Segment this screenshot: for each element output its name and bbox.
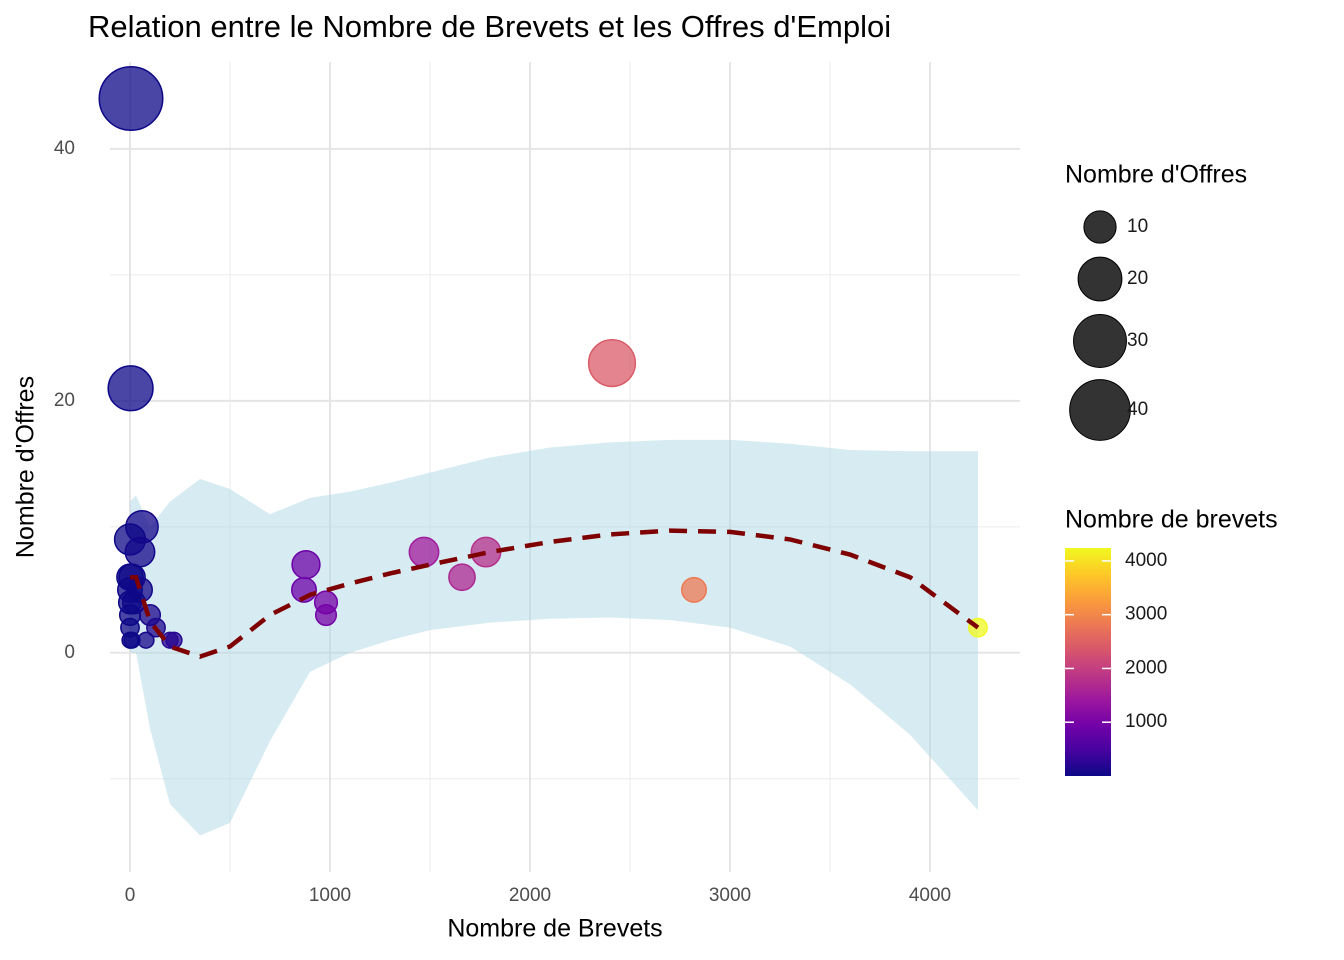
confidence-band bbox=[130, 439, 978, 836]
x-tick-label: 0 bbox=[125, 885, 136, 906]
size-legend-label: 30 bbox=[1127, 330, 1148, 351]
colorbar-label: 2000 bbox=[1125, 657, 1167, 678]
size-legend-label: 40 bbox=[1127, 399, 1148, 420]
x-tick-label: 3000 bbox=[709, 885, 751, 906]
size-legend-key bbox=[1069, 379, 1131, 441]
colorbar-label: 4000 bbox=[1125, 550, 1167, 571]
data-point bbox=[408, 536, 440, 568]
trend-line bbox=[130, 528, 980, 659]
size-legend-key bbox=[1083, 210, 1117, 244]
data-point bbox=[587, 338, 637, 388]
colorbar-label: 1000 bbox=[1125, 711, 1167, 732]
y-tick-label: 40 bbox=[54, 138, 75, 159]
data-point bbox=[107, 365, 154, 412]
size-legend-title: Nombre d'Offres bbox=[1065, 161, 1247, 189]
x-tick-label: 1000 bbox=[309, 885, 351, 906]
size-legend-label: 10 bbox=[1127, 216, 1148, 237]
data-point bbox=[123, 631, 141, 649]
y-tick-label: 0 bbox=[64, 642, 75, 663]
data-point bbox=[470, 536, 502, 568]
data-point bbox=[448, 563, 476, 592]
data-point bbox=[124, 536, 156, 568]
size-legend-key bbox=[1077, 256, 1123, 302]
size-legend-key bbox=[1073, 314, 1127, 368]
y-axis-label: Nombre d'Offres bbox=[12, 376, 40, 558]
chart-title: Relation entre le Nombre de Brevets et l… bbox=[88, 9, 891, 44]
data-point bbox=[291, 549, 321, 580]
y-tick-label: 20 bbox=[54, 390, 75, 411]
x-axis-label: Nombre de Brevets bbox=[447, 915, 662, 943]
colorbar bbox=[1065, 548, 1111, 776]
size-legend-label: 20 bbox=[1127, 268, 1148, 289]
data-point bbox=[314, 603, 338, 627]
x-tick-label: 2000 bbox=[509, 885, 551, 906]
x-tick-label: 4000 bbox=[909, 885, 951, 906]
colorbar-label: 3000 bbox=[1125, 604, 1167, 625]
data-point bbox=[681, 576, 707, 603]
data-point bbox=[98, 66, 164, 132]
color-legend-title: Nombre de brevets bbox=[1065, 506, 1278, 534]
